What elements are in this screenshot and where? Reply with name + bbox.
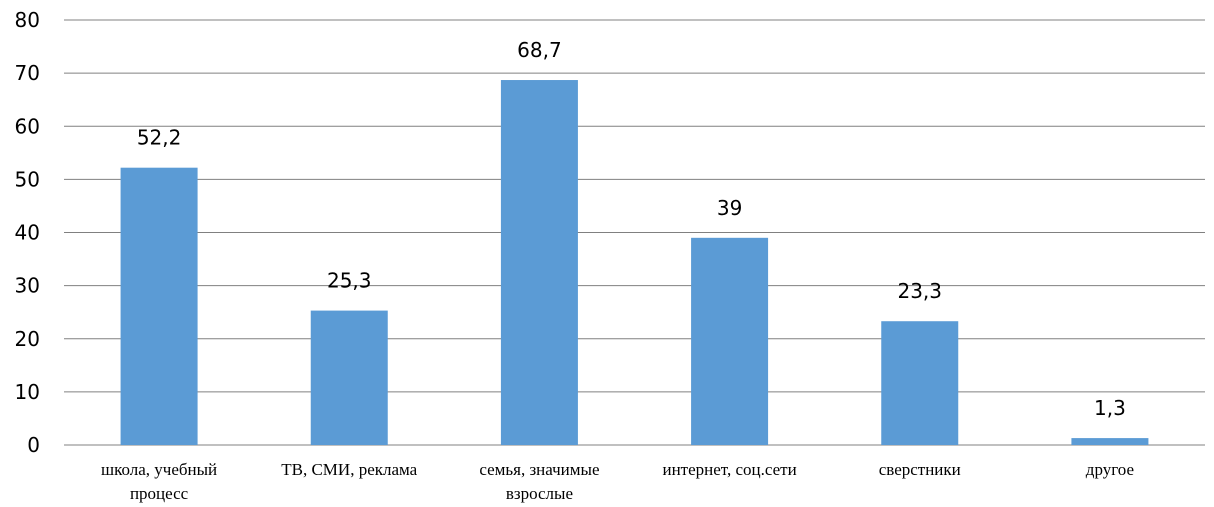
x-axis-ticks: школа, учебный процесс ТВ, СМИ, реклама сем… [101, 460, 1134, 503]
y-tick-label: 10 [15, 380, 40, 404]
y-tick-label: 80 [15, 8, 40, 32]
data-label: 68,7 [517, 38, 562, 62]
bar [691, 237, 769, 445]
bar [1071, 438, 1149, 445]
data-label: 1,3 [1094, 396, 1126, 420]
x-tick-label: сверстники [879, 460, 961, 479]
data-label: 39 [717, 196, 742, 220]
data-labels: 52,2 25,3 68,7 39 23,3 1,3 [137, 38, 1126, 420]
y-tick-label: 0 [27, 433, 40, 457]
data-label: 52,2 [137, 126, 182, 150]
bar [881, 321, 959, 445]
x-tick-label: интернет, соц.сети [662, 460, 796, 479]
bar [120, 167, 198, 445]
y-tick-label: 40 [15, 221, 40, 245]
y-tick-label: 50 [15, 167, 40, 191]
x-tick-label: другое [1086, 460, 1134, 479]
y-tick-label: 60 [15, 114, 40, 138]
x-tick-label: семья, значимые взрослые [479, 460, 599, 503]
bar [500, 80, 578, 445]
bar [310, 310, 388, 445]
y-tick-label: 30 [15, 274, 40, 298]
bars [120, 80, 1149, 445]
y-axis-ticks: 0 10 20 30 40 50 60 70 80 [15, 8, 40, 457]
gridlines [64, 19, 1205, 446]
data-label: 23,3 [897, 279, 942, 303]
x-tick-label: школа, учебный процесс [101, 460, 217, 503]
y-tick-label: 70 [15, 61, 40, 85]
data-label: 25,3 [327, 269, 372, 293]
y-tick-label: 20 [15, 327, 40, 351]
x-tick-label: ТВ, СМИ, реклама [281, 460, 417, 479]
